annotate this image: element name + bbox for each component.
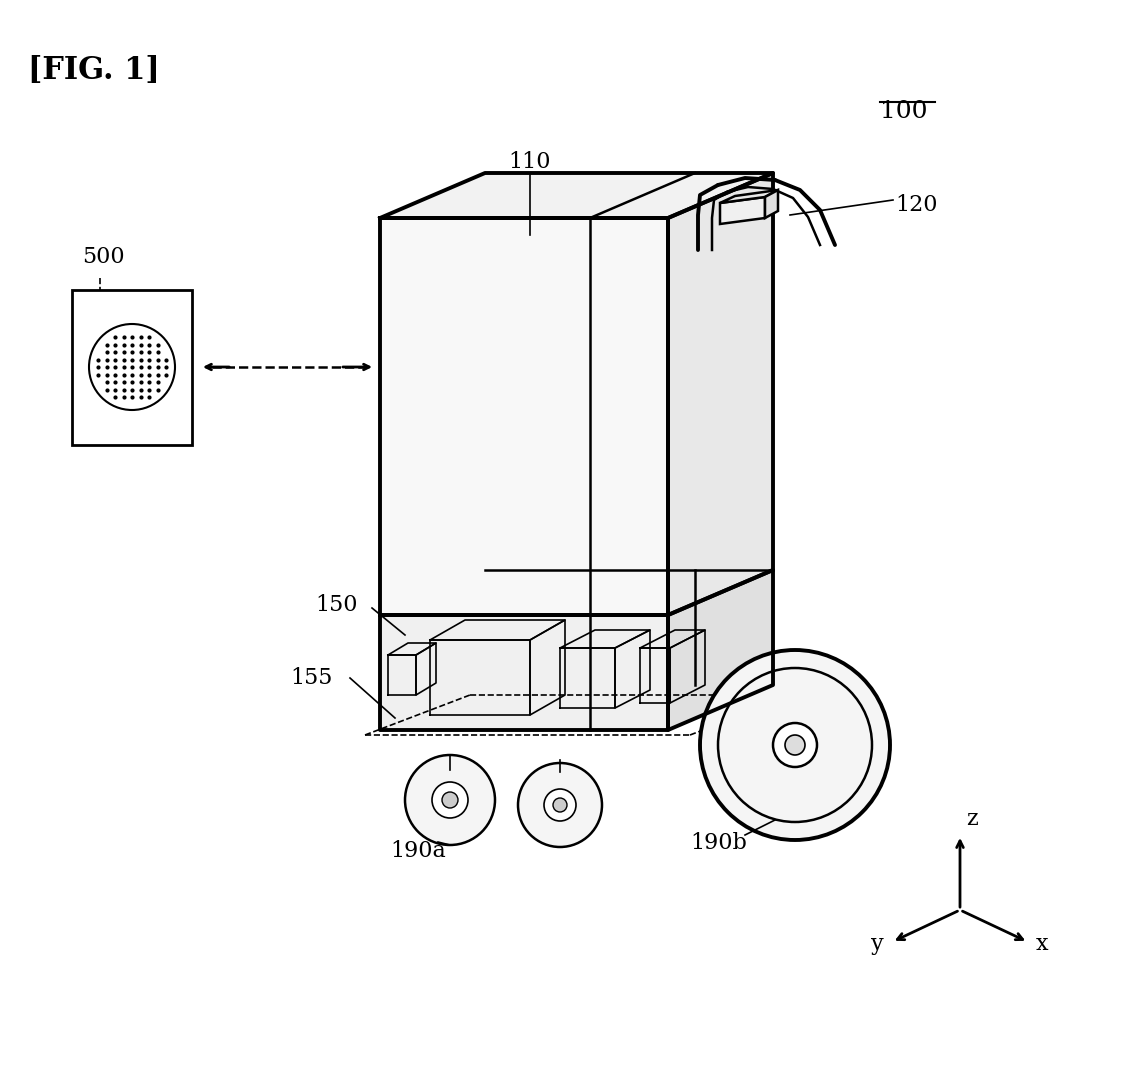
Circle shape	[553, 798, 567, 812]
Text: 500: 500	[82, 246, 125, 268]
Polygon shape	[380, 218, 668, 615]
Text: x: x	[1036, 933, 1049, 955]
Circle shape	[405, 755, 496, 845]
Polygon shape	[720, 190, 778, 203]
Circle shape	[442, 792, 458, 808]
Polygon shape	[668, 570, 773, 730]
Polygon shape	[380, 615, 668, 730]
Text: 155: 155	[290, 667, 332, 689]
Circle shape	[700, 650, 890, 840]
Circle shape	[773, 723, 816, 767]
Text: 100: 100	[880, 100, 928, 123]
Text: 150: 150	[315, 594, 357, 616]
Text: 110: 110	[509, 152, 551, 173]
Polygon shape	[720, 197, 765, 224]
Circle shape	[432, 782, 468, 818]
Text: 190b: 190b	[689, 832, 747, 854]
Circle shape	[718, 668, 872, 822]
Circle shape	[88, 324, 175, 410]
Polygon shape	[765, 190, 778, 218]
Text: [FIG. 1]: [FIG. 1]	[28, 55, 160, 86]
Bar	[71, 290, 192, 445]
Circle shape	[544, 789, 576, 821]
Text: 190a: 190a	[390, 840, 446, 862]
Polygon shape	[380, 173, 773, 218]
Text: y: y	[871, 933, 885, 955]
Circle shape	[785, 735, 805, 755]
Circle shape	[518, 763, 602, 847]
Text: z: z	[966, 808, 978, 830]
Text: 120: 120	[895, 194, 938, 216]
Polygon shape	[668, 173, 773, 615]
